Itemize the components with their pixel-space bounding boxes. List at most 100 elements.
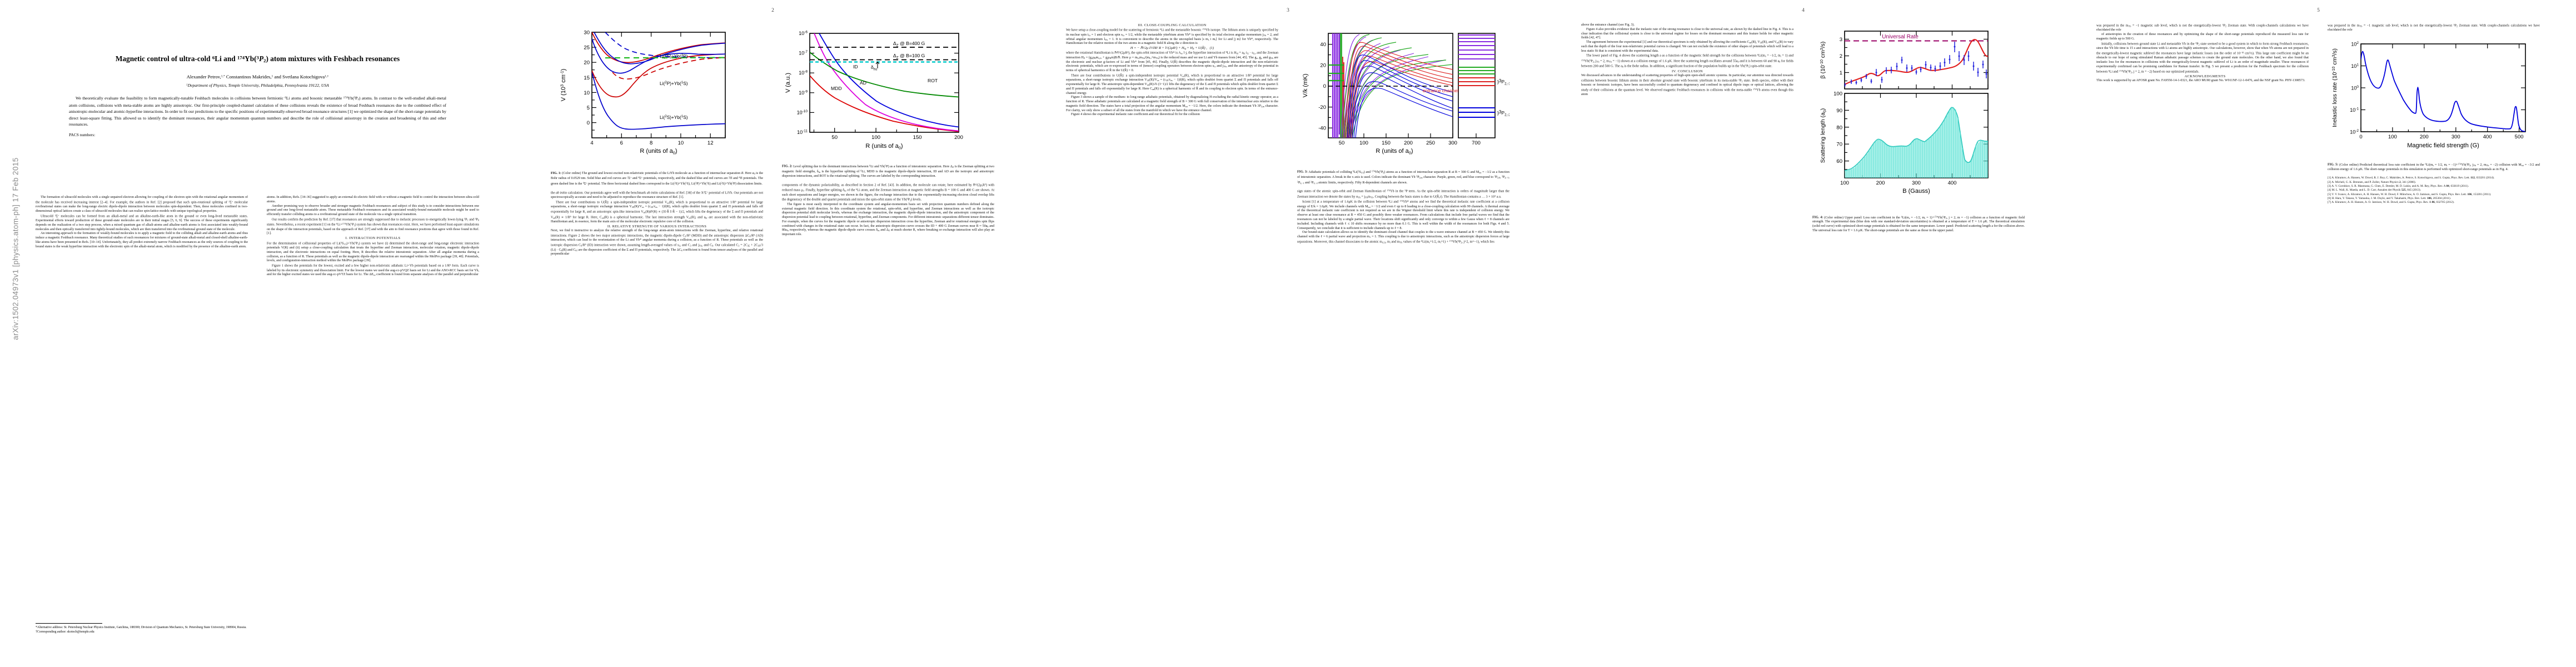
svg-text:400: 400 xyxy=(2483,134,2492,140)
page4-column-2: 3 2 1 β (10-10 cm3/s) xyxy=(1812,23,2025,233)
paragraph: was prepared in the mYb = −1 magnetic su… xyxy=(2328,23,2540,32)
svg-text:0: 0 xyxy=(2359,134,2362,140)
paper-page-1: arXiv:1502.04973v1 [physics.atom-ph] 17 … xyxy=(0,0,515,667)
paragraph: This work is supported by an AFOSR grant… xyxy=(2096,79,2305,83)
svg-text:200: 200 xyxy=(1404,140,1413,146)
svg-text:100: 100 xyxy=(871,135,880,141)
fig4-annotation-universal-rate: Universal Rate xyxy=(1882,34,1919,40)
reference-item: [5] V. V. Ivanov, A. Khramov, A. H. Hans… xyxy=(2328,192,2492,196)
svg-text:70: 70 xyxy=(1836,142,1842,148)
svg-text:80: 80 xyxy=(1836,125,1842,131)
paragraph: of anisotropies in the creation of these… xyxy=(2096,33,2309,41)
page1-column-1: The formation of ultracold molecules wit… xyxy=(36,196,248,250)
figure-2-label: FIG. 2: xyxy=(782,165,793,168)
fig2-annotation-rot: ROT xyxy=(928,78,938,83)
paper-page-4: 4 above the entrance channel (see Fig. 3… xyxy=(1546,0,2061,667)
figure-1: 30 25 20 15 10 5 0 4 6 8 10 12 R (units of a0… xyxy=(551,23,763,187)
section-heading-relative-strength: II. RELATIVE STRENGTH OF VARIOUS INTERAC… xyxy=(607,224,707,228)
figure-1-caption-text: (Color online) The ground and lowest exc… xyxy=(551,172,764,186)
paper-page-5: 5 was prepared in the mYb = −1 magnetic … xyxy=(2061,0,2576,667)
svg-text:5: 5 xyxy=(587,105,590,111)
svg-text:4: 4 xyxy=(590,140,593,146)
figure-1-plot: 30 25 20 15 10 5 0 4 6 8 10 12 R (units of a0… xyxy=(560,30,726,156)
paragraph: the ab initio calculation. Our potential… xyxy=(551,190,764,200)
paragraph: There are four contributions to U(R̂): a… xyxy=(1066,73,1279,95)
figure-2-caption: FIG. 2: Level splitting due to the domin… xyxy=(782,164,994,179)
paragraph: Scient [1] at a temperature of 1.6μK in … xyxy=(1297,200,1510,230)
footnote-2: †Corresponding author: skotoch@temple.ed… xyxy=(36,630,94,634)
fig3-annotation-p21: }3P2,-1 xyxy=(1497,78,1509,86)
svg-text:300: 300 xyxy=(1448,140,1457,146)
svg-text:8: 8 xyxy=(650,140,652,146)
svg-text:R (units of a0): R (units of a0) xyxy=(1376,148,1413,156)
footnote-1: *Alternative address: St. Petersburg Nuc… xyxy=(36,626,247,630)
svg-text:R (units of a0): R (units of a0) xyxy=(865,143,903,151)
author-list: Alexander Petrov,1,* Constantinos Makrid… xyxy=(186,73,329,79)
figure-2-plot: 10-6 10-7 10-8 10-9 10-10 10-11 xyxy=(785,31,963,151)
reference-item: [7] A. Khramov, A. H. Hansen, A. O. Jami… xyxy=(2328,201,2455,205)
page-title: Magnetic control of ultra-cold 6Li and 1… xyxy=(115,54,400,64)
page-number: 5 xyxy=(2317,8,2320,13)
pacs-numbers: PACS numbers: xyxy=(69,132,96,138)
figure-1-label: FIG. 1: xyxy=(551,172,561,175)
page-number: 2 xyxy=(771,8,774,13)
figure-3: 40 20 0 -20 -40 V/k (mK) xyxy=(1297,23,1509,186)
svg-text:-20: -20 xyxy=(1318,104,1326,111)
paragraph: Our bound-state calculation allows us to… xyxy=(1297,231,1509,244)
svg-text:200: 200 xyxy=(954,135,963,141)
svg-text:15: 15 xyxy=(584,75,590,81)
svg-text:10-11: 10-11 xyxy=(797,130,808,136)
paragraph: Initially, collisions between ground sta… xyxy=(2096,41,2309,74)
svg-text:101: 101 xyxy=(2351,63,2359,69)
svg-text:Inelastic loss rate (10-10 cm3: Inelastic loss rate (10-10 cm3/s) xyxy=(2331,48,2338,127)
figure-1-caption: FIG. 1: (Color online) The ground and lo… xyxy=(551,172,763,187)
svg-text:50: 50 xyxy=(1339,140,1345,146)
affiliation: 1Department of Physics, Temple Universit… xyxy=(186,82,329,88)
paragraph: Figure 4 also provides evidence that the… xyxy=(1581,27,1793,40)
svg-text:2: 2 xyxy=(1840,53,1842,59)
svg-text:10-9: 10-9 xyxy=(799,89,808,96)
paragraph: atoms. In addition, Refs. [34–36] sugges… xyxy=(267,196,479,203)
paragraph: Another promising way to observe broader… xyxy=(267,204,479,217)
paragraph: An interesting approach to the formation… xyxy=(36,232,248,248)
svg-text:10: 10 xyxy=(584,90,590,96)
svg-text:12: 12 xyxy=(707,140,714,146)
paragraph: We discussed advances in the understandi… xyxy=(1581,74,1793,97)
page3-column-2: 40 20 0 -20 -40 V/k (mK) xyxy=(1297,23,1509,245)
abstract: We theoretically evaluate the feasibilit… xyxy=(69,96,447,127)
svg-text:10-1: 10-1 xyxy=(2350,107,2359,113)
svg-text:0: 0 xyxy=(1323,83,1326,89)
svg-text:100: 100 xyxy=(1840,180,1849,186)
svg-text:300: 300 xyxy=(1912,180,1921,186)
paragraph: Figure 3 shows a sample of the medium- t… xyxy=(1066,96,1279,112)
page3-column-1: III. CLOSE-COUPLING CALCULATION We have … xyxy=(1066,23,1278,117)
svg-text:40: 40 xyxy=(1320,42,1326,48)
paragraph: where the rotational Hamiltonian is ℏ²l²… xyxy=(1066,51,1279,73)
svg-text:0: 0 xyxy=(587,120,590,126)
svg-text:150: 150 xyxy=(1382,140,1391,146)
paragraph: components of the dynamic polarizability… xyxy=(782,182,995,202)
paragraph: For the determination of collisional pro… xyxy=(267,241,479,263)
svg-text:B (Gauss): B (Gauss) xyxy=(1902,188,1930,195)
fig3-annotation-p22: }3P2,-2 xyxy=(1497,109,1509,117)
figure-2-caption-text: Level splitting due to the dominant inte… xyxy=(782,164,995,178)
svg-text:100: 100 xyxy=(2388,134,2397,140)
fig1-annotation-2: Li(2S)+Yb(1S) xyxy=(660,115,688,120)
svg-text:10-6: 10-6 xyxy=(799,31,808,37)
svg-text:100: 100 xyxy=(2351,85,2359,91)
svg-text:10-10: 10-10 xyxy=(797,109,808,116)
fig1-annotation-0: Li(2S)+Yb(3P) xyxy=(660,53,688,59)
svg-text:60: 60 xyxy=(1836,158,1842,165)
svg-text:1: 1 xyxy=(1840,70,1842,76)
figure-5: 102 101 100 10-1 10-2 xyxy=(2328,36,2540,172)
fig2-annotation-ad: AD xyxy=(860,80,866,86)
svg-text:200: 200 xyxy=(1876,180,1885,186)
paragraph: Figure 4 shows the experimental inelasti… xyxy=(1071,113,1200,117)
figure-4-label: FIG. 4: xyxy=(1812,216,1823,220)
paragraph: Figure 1 shows the potentials for the lo… xyxy=(267,263,480,277)
reference-item: [3] A. V. Gorshkov, S. R. Manmana, G. Ch… xyxy=(2328,184,2469,188)
figure-5-caption-text: (Color online) Predicted theoretical los… xyxy=(2328,162,2540,171)
svg-text:90: 90 xyxy=(1836,108,1842,114)
figure-4-caption: FIG. 4: (Color online) Upper panel: Loss… xyxy=(1812,215,2025,233)
svg-text:β (10-10 cm3/s): β (10-10 cm3/s) xyxy=(1820,42,1826,79)
